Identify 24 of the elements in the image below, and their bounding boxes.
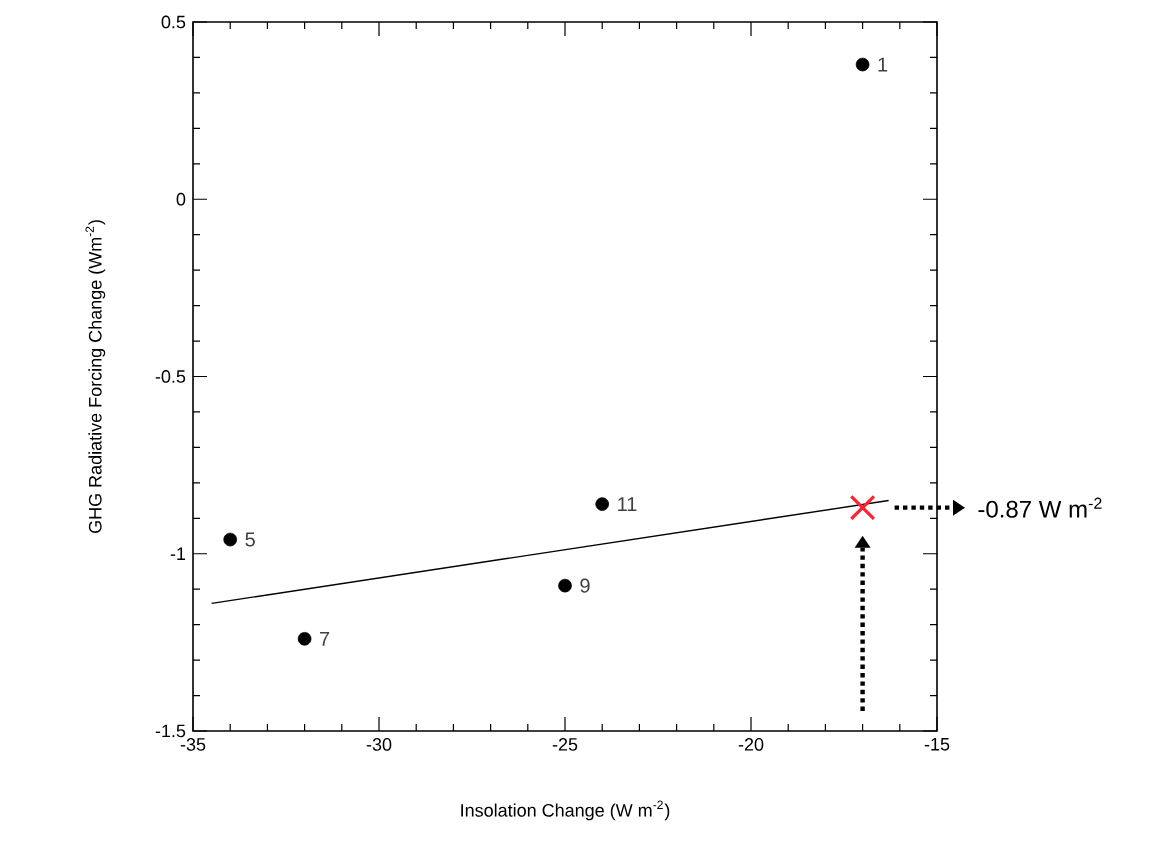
- point: [855, 57, 870, 72]
- x-tick-label: -20: [738, 738, 764, 751]
- point: [595, 497, 609, 511]
- point: [558, 578, 572, 593]
- point: [849, 494, 876, 521]
- x-tick-label: -30: [366, 738, 392, 751]
- annotation: 7: [320, 631, 330, 646]
- x-tick-label: -15: [924, 738, 950, 751]
- annotation: 11: [618, 497, 637, 511]
- y-tick-label: -1.5: [155, 724, 186, 738]
- y-tick-label: -1: [170, 547, 186, 560]
- annotation: 9: [580, 578, 590, 593]
- y-axis-title: GHG Radiative Forcing Change (Wm$^{-2}$): [85, 220, 106, 533]
- x-axis-title: Insolation Change (W m$^{-2}$): [461, 800, 670, 821]
- text: -0.87 W m$^{-2}$: [978, 497, 1102, 518]
- annotation: 1: [878, 57, 888, 72]
- x-tick-label: -25: [552, 738, 578, 751]
- point: [297, 632, 312, 646]
- point: [223, 532, 238, 547]
- y-tick-label: 0.5: [161, 15, 186, 29]
- x-tick-label: -35: [180, 738, 206, 751]
- y-tick-label: 0: [176, 192, 186, 206]
- annotation: 5: [245, 532, 255, 547]
- y-tick-label: -0.5: [155, 370, 186, 383]
